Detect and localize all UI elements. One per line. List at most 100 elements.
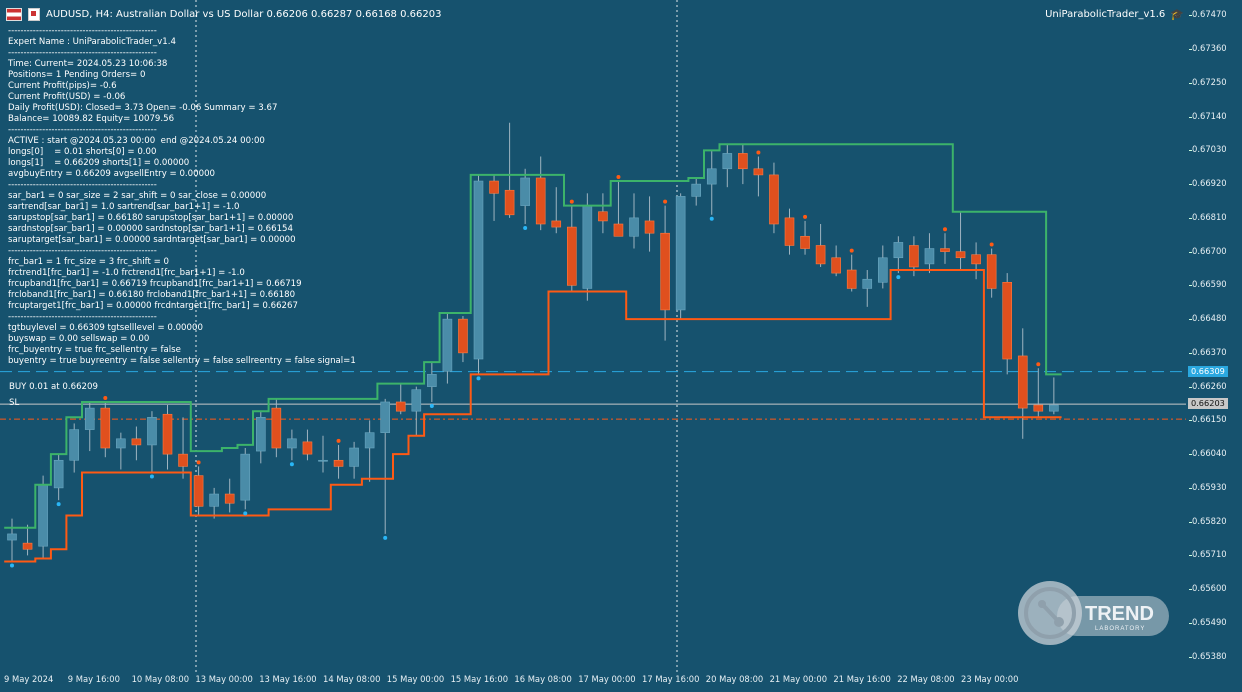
candle-body	[287, 438, 297, 449]
info-line: ----------------------------------------…	[8, 48, 157, 58]
candle-body	[271, 407, 282, 449]
sar-dot	[803, 214, 808, 219]
candle-body	[691, 183, 702, 197]
candle-body	[940, 248, 950, 252]
time-tick-label: 9 May 16:00	[67, 674, 120, 684]
time-tick-label: 23 May 00:00	[961, 674, 1019, 684]
time-tick-label: 20 May 08:00	[705, 674, 764, 684]
info-line: Time: Current= 2024.05.23 10:06:38	[8, 59, 168, 69]
candle-body	[395, 401, 406, 412]
price-tick-mark	[1189, 251, 1192, 253]
price-tick-mark	[1189, 49, 1192, 51]
sar-dot	[56, 502, 61, 507]
sar-dot	[523, 226, 528, 230]
candle-body	[349, 447, 359, 467]
info-line: Expert Name : UniParabolicTrader_v1.4	[8, 37, 176, 47]
info-line: buyswap = 0.00 sellswap = 0.00	[8, 334, 150, 344]
sar-dot	[616, 175, 621, 180]
info-line: ACTIVE : start @2024.05.23 00:00 end @20…	[8, 136, 265, 146]
info-line: sardnstop[sar_bar1] = 0.00000 sardnstop[…	[8, 224, 293, 234]
candle-body	[69, 429, 79, 461]
candle-body	[38, 484, 48, 547]
candle-body	[116, 438, 126, 449]
price-tick-label: 0.65930	[1192, 481, 1227, 492]
candle-body	[458, 318, 468, 354]
price-tick-mark	[1189, 184, 1192, 186]
price-tick-mark	[1189, 15, 1192, 17]
price-tick-label: 0.66700	[1192, 245, 1227, 256]
time-tick-label: 14 May 08:00	[323, 674, 381, 684]
candle-body	[364, 432, 375, 449]
sl-label: SL	[9, 398, 20, 408]
expert-label[interactable]: UniParabolicTrader_v1.6 🎓	[1045, 8, 1184, 21]
sar-dot	[849, 248, 854, 253]
price-tick-label: 0.66370	[1192, 346, 1227, 357]
sar-dot	[896, 275, 901, 280]
candle-body	[660, 232, 670, 311]
candle-body	[380, 401, 391, 433]
sar-dot	[10, 563, 14, 568]
info-line: ----------------------------------------…	[8, 180, 157, 190]
sar-dot	[569, 199, 574, 204]
info-line: Current Profit(pips)= -0.6	[8, 81, 117, 91]
candle-body	[722, 153, 733, 170]
candle-body	[862, 278, 873, 289]
candle-body	[986, 254, 997, 289]
price-chart[interactable]	[0, 0, 1186, 672]
sar-dot	[989, 242, 994, 247]
time-tick-label: 15 May 16:00	[450, 674, 509, 684]
info-line: frcuptarget1[frc_bar1] = 0.00000 frcdnta…	[8, 301, 298, 311]
sar-dot	[336, 438, 341, 443]
target-price-badge: 0.66309	[1188, 365, 1228, 377]
price-tick-label: 0.67360	[1192, 43, 1227, 54]
candle-body	[535, 177, 546, 225]
time-tick-label: 10 May 08:00	[131, 674, 190, 684]
candle-body	[706, 168, 717, 185]
sar-dot	[149, 474, 154, 479]
info-line: sartrend[sar_bar1] = 1.0 sartrend[sar_ba…	[8, 202, 240, 212]
expert-info-panel: ----------------------------------------…	[8, 26, 356, 367]
price-tick-label: 0.66150	[1192, 414, 1227, 425]
info-line: sar_bar1 = 0 sar_size = 2 sar_shift = 0 …	[8, 191, 267, 201]
price-tick-mark	[1189, 622, 1192, 624]
info-line: ----------------------------------------…	[8, 312, 157, 322]
candle-body	[551, 220, 562, 228]
price-tick-label: 0.67140	[1192, 110, 1227, 121]
price-tick-label: 0.67030	[1192, 144, 1227, 155]
candle-body	[769, 174, 779, 225]
candle-body	[1049, 404, 1059, 412]
candle-body	[675, 196, 686, 311]
candle-body	[520, 177, 530, 206]
candle-body	[224, 493, 235, 504]
candle-body	[53, 459, 64, 489]
price-tick-mark	[1189, 352, 1192, 354]
price-tick-mark	[1189, 319, 1192, 321]
chart-flag-icon[interactable]	[6, 7, 22, 21]
info-line: Current Profit(USD) = -0.06	[8, 92, 126, 102]
info-line: ----------------------------------------…	[8, 26, 157, 36]
info-line: longs[0] = 0.01 shorts[0] = 0.00	[8, 147, 157, 157]
info-line: frc_bar1 = 1 frc_size = 3 frc_shift = 0	[8, 257, 169, 267]
time-tick-label: 16 May 08:00	[514, 674, 572, 684]
sar-dot	[476, 376, 481, 381]
sar-dot	[1036, 362, 1041, 367]
info-line: ----------------------------------------…	[8, 246, 157, 256]
candle-body	[240, 453, 251, 501]
candle-body	[489, 180, 499, 194]
price-axis[interactable]: 0.67470 0.67360 0.67250 0.67140 0.67030 0.669…	[1186, 0, 1242, 692]
candle-body	[613, 223, 624, 237]
price-tick-mark	[1189, 521, 1192, 523]
price-tick-label: 0.65710	[1192, 549, 1227, 560]
sar-dot	[429, 403, 434, 408]
price-tick-label: 0.66260	[1192, 380, 1227, 391]
candle-body	[582, 205, 593, 289]
symbol-info-icon[interactable]	[28, 7, 40, 21]
time-tick-label: 21 May 00:00	[769, 674, 828, 684]
time-axis[interactable]: 9 May 2024 9 May 16:00 10 May 08:00 13 May …	[0, 672, 1186, 692]
info-line: frcupband1[frc_bar1] = 0.66719 frcupband…	[8, 279, 302, 289]
candle-body	[1017, 355, 1028, 409]
time-tick-label: 22 May 08:00	[897, 674, 955, 684]
time-tick-label: 13 May 16:00	[259, 674, 317, 684]
svg-text:LABORATORY: LABORATORY	[1095, 626, 1145, 632]
